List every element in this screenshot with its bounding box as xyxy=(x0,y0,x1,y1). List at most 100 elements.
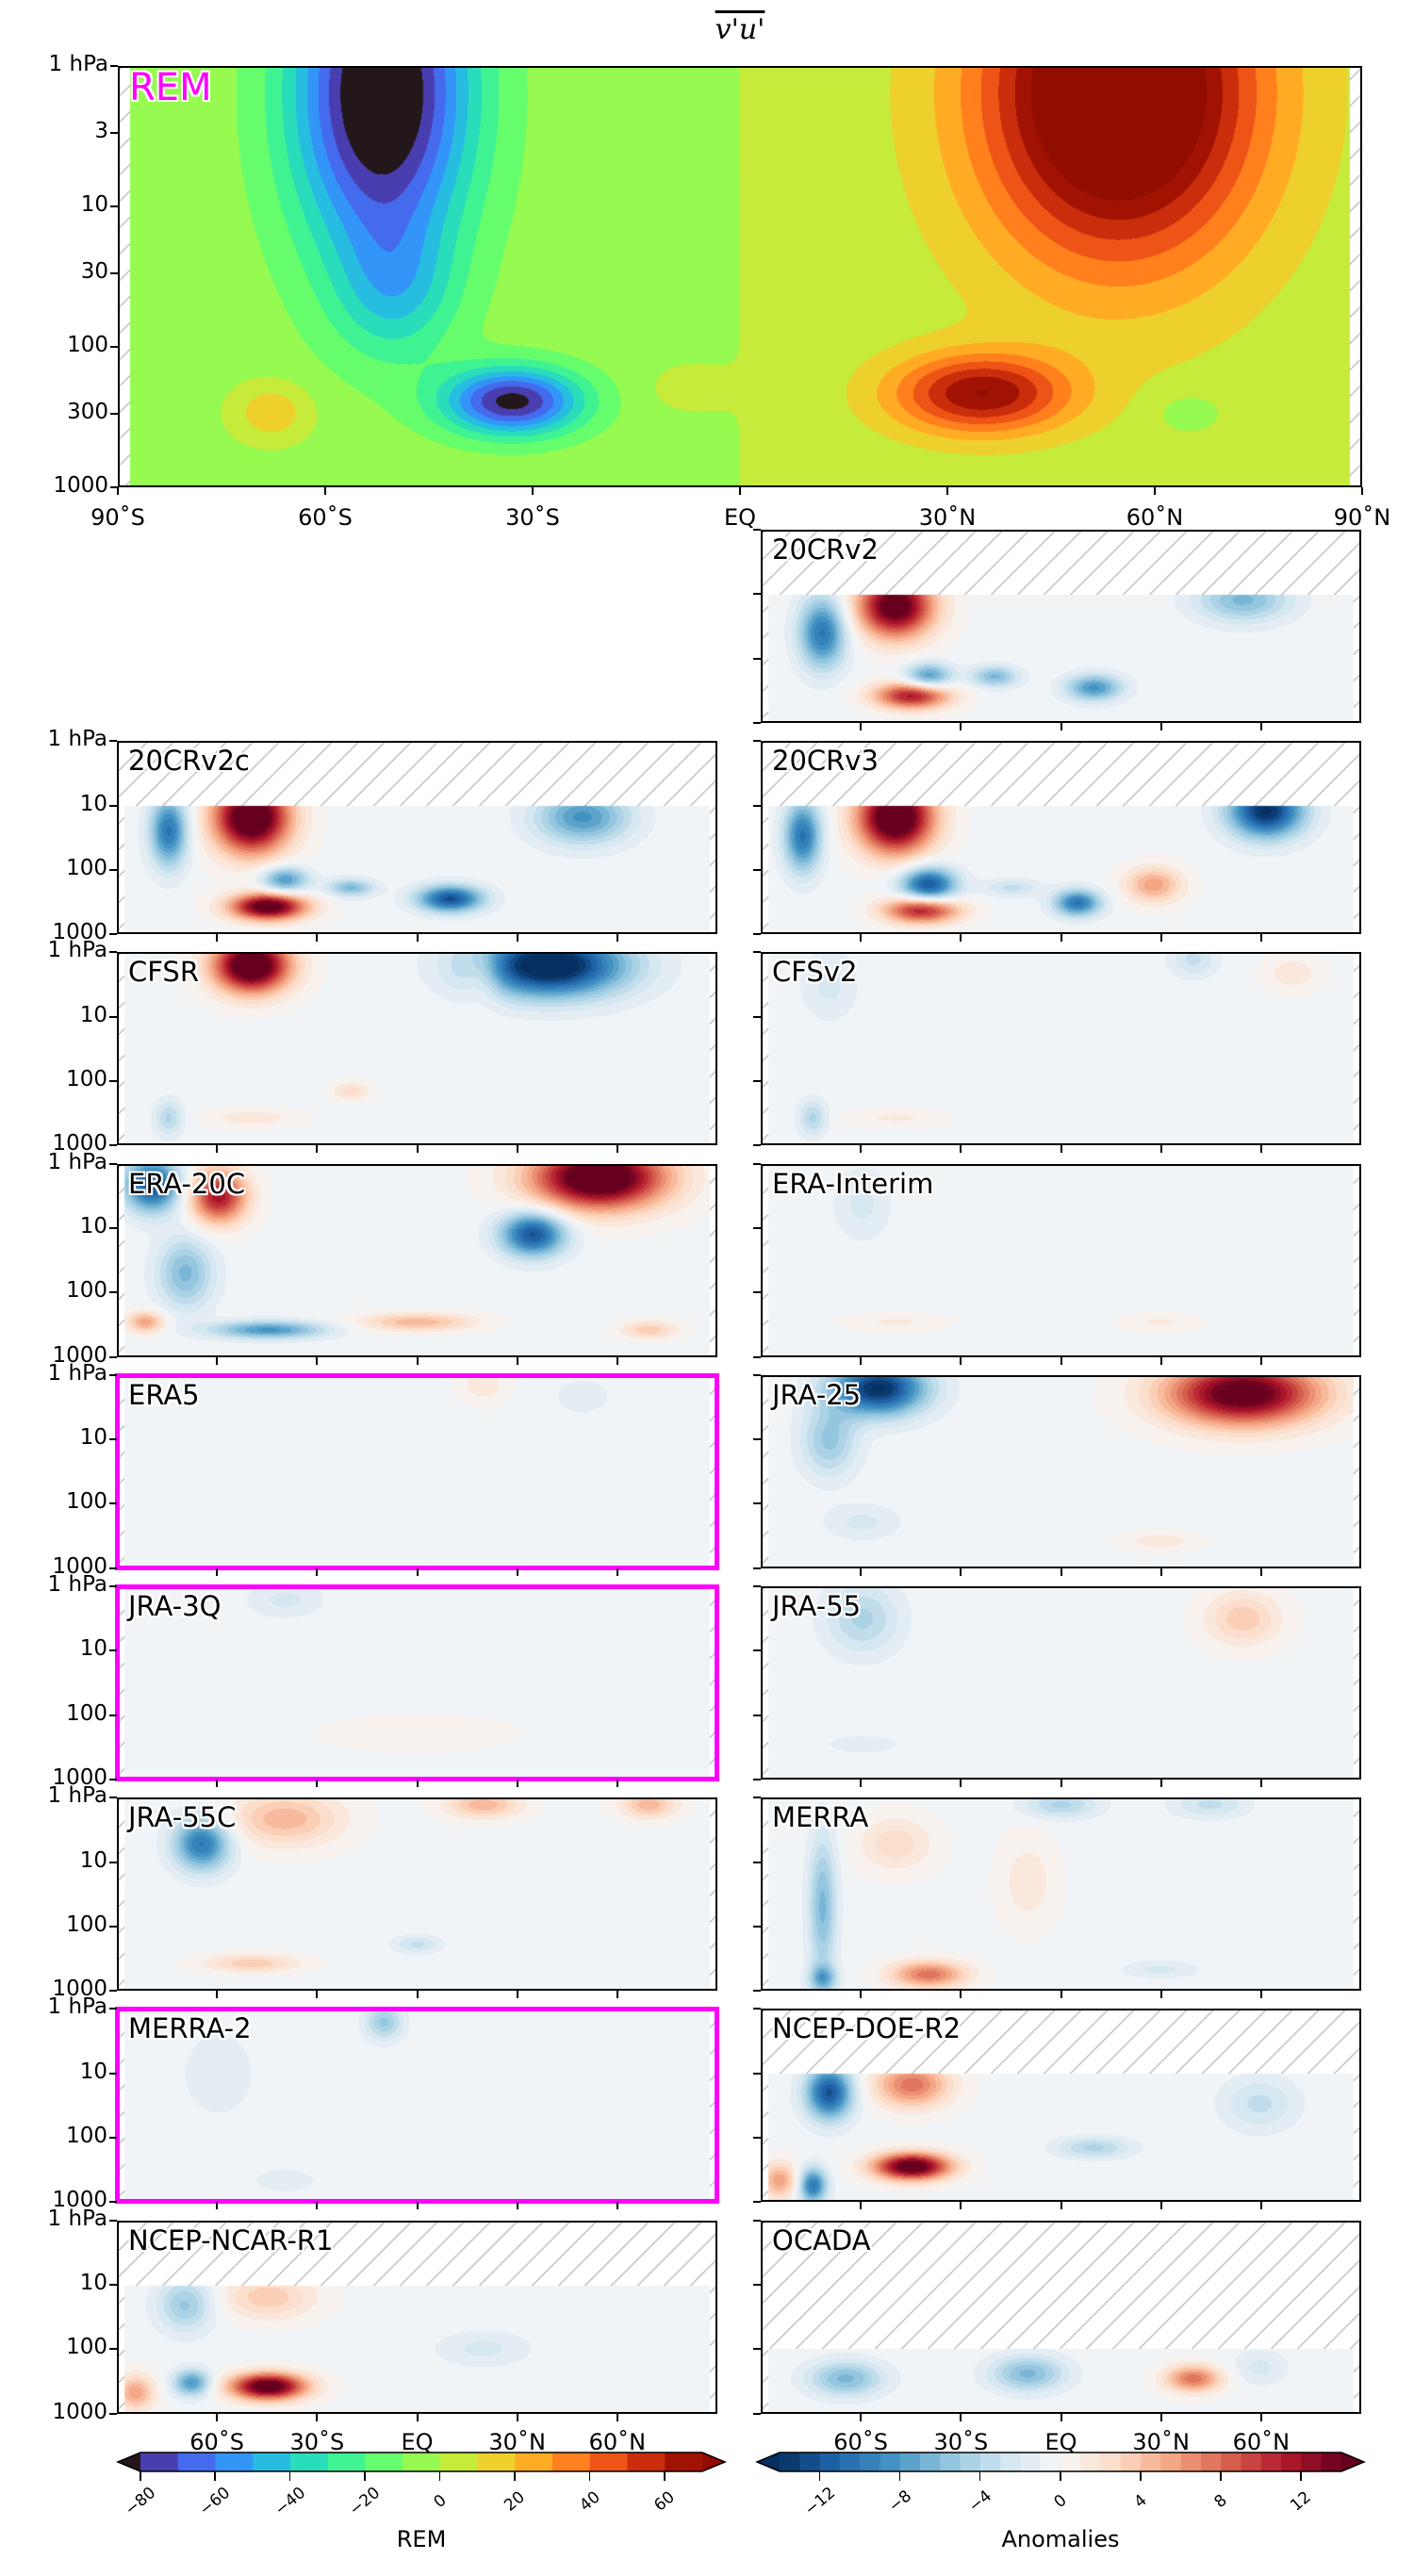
x-tick-mark xyxy=(1060,934,1062,943)
x-tick-mark xyxy=(516,1991,518,1999)
anomaly-contour-field xyxy=(119,2222,715,2412)
panel-jra-55: JRA-55 xyxy=(761,1586,1361,1780)
x-tick-mark xyxy=(860,1145,863,1154)
x-tick-mark xyxy=(416,934,419,943)
colorbar-bin xyxy=(177,2453,217,2471)
y-tick-mark xyxy=(753,1779,761,1780)
x-tick-mark xyxy=(1159,2202,1162,2210)
colorbar-tick-label: −8 xyxy=(884,2486,915,2517)
y-tick-mark xyxy=(109,951,117,954)
y-tick-label: 1000 xyxy=(52,1765,107,1790)
y-tick-label: 100 xyxy=(66,855,107,880)
y-tick-mark xyxy=(109,1714,117,1716)
y-tick-mark xyxy=(753,2348,761,2351)
x-tick-mark xyxy=(416,2202,419,2210)
panel-label: JRA-25 xyxy=(772,1378,862,1411)
colorbar-tick-mark xyxy=(818,2471,821,2481)
anomaly-contour-field xyxy=(763,1588,1359,1778)
y-tick-mark xyxy=(753,1567,761,1569)
y-tick-mark xyxy=(753,1162,761,1165)
y-tick-label: 1 hPa xyxy=(47,1149,107,1174)
colorbar-bin xyxy=(799,2453,821,2471)
colorbar-bin xyxy=(1141,2453,1162,2471)
x-tick-mark xyxy=(1159,1356,1162,1365)
x-tick-mark xyxy=(616,2413,618,2421)
panel-jra-3q: JRA-3Q xyxy=(117,1586,717,1780)
anomaly-contour-field xyxy=(763,1799,1359,1990)
x-tick-mark xyxy=(860,1780,863,1787)
x-tick-mark xyxy=(1159,1780,1162,1787)
y-tick-label: 1 hPa xyxy=(47,938,107,963)
x-tick-mark xyxy=(416,1145,419,1154)
panel-merra-2: MERRA-2 xyxy=(117,2009,717,2203)
y-tick-mark xyxy=(753,740,761,743)
x-tick-mark xyxy=(1361,487,1363,495)
y-tick-mark xyxy=(109,933,117,936)
colorbar-bin xyxy=(327,2453,366,2471)
colorbar-label: Anomalies xyxy=(1001,2526,1120,2552)
x-tick-mark xyxy=(1159,1567,1162,1576)
y-tick-mark xyxy=(109,2072,117,2075)
y-tick-mark xyxy=(110,132,118,135)
anomaly-contour-field xyxy=(763,743,1359,933)
x-tick-mark xyxy=(960,934,962,943)
y-tick-label: 100 xyxy=(66,1278,107,1304)
x-tick-mark xyxy=(1259,1991,1262,1999)
x-tick-mark xyxy=(1159,2413,1162,2421)
x-tick-mark xyxy=(216,2413,219,2421)
figure-title: v'u' xyxy=(715,13,765,46)
y-tick-mark xyxy=(110,413,118,416)
anomaly-contour-field xyxy=(119,1799,715,1990)
colorbar-bin xyxy=(403,2453,441,2471)
y-tick-mark xyxy=(109,1502,117,1505)
x-tick-mark xyxy=(1060,1145,1062,1154)
colorbar-extend-high xyxy=(1341,2453,1364,2471)
y-tick-mark xyxy=(109,1649,117,1652)
colorbar-bin xyxy=(960,2453,981,2471)
colorbar-bin xyxy=(1060,2453,1081,2471)
colorbar-tick-mark xyxy=(140,2471,141,2481)
y-tick-label: 100 xyxy=(66,1700,107,1726)
x-tick-label: 90˚S xyxy=(90,504,145,531)
colorbar-tick-label: −60 xyxy=(196,2483,235,2520)
y-tick-label: 10 xyxy=(80,192,108,217)
rem-panel: REM xyxy=(118,66,1362,487)
x-tick-mark xyxy=(216,1567,219,1576)
x-tick-mark xyxy=(1259,1356,1262,1365)
y-tick-mark xyxy=(109,1797,117,1799)
y-tick-mark xyxy=(753,1438,761,1441)
colorbar-tick-mark xyxy=(978,2471,981,2481)
colorbar-bin xyxy=(515,2453,553,2471)
x-tick-mark xyxy=(1159,934,1162,943)
y-tick-mark xyxy=(753,2008,761,2010)
y-tick-mark xyxy=(753,804,761,807)
y-tick-mark xyxy=(753,593,761,596)
x-tick-label: 30˚S xyxy=(933,2428,989,2455)
y-tick-label: 30 xyxy=(80,259,108,285)
colorbar-bin xyxy=(1241,2453,1262,2471)
panel-label: JRA-3Q xyxy=(128,1590,222,1622)
x-tick-mark xyxy=(960,1145,962,1154)
x-tick-label: 90˚N xyxy=(1333,504,1391,531)
x-tick-mark xyxy=(946,487,948,495)
x-tick-mark xyxy=(516,1780,518,1787)
y-tick-mark xyxy=(110,272,118,275)
panel-label: NCEP-DOE-R2 xyxy=(772,2012,962,2045)
y-tick-mark xyxy=(753,951,761,954)
x-tick-mark xyxy=(1154,487,1156,495)
x-tick-mark xyxy=(1060,1567,1062,1576)
y-tick-label: 1000 xyxy=(52,1553,107,1579)
y-tick-label: 1 hPa xyxy=(48,52,108,76)
colorbar-outline xyxy=(755,2452,1366,2472)
panel-label: OCADA xyxy=(772,2223,871,2256)
colorbar-tick-mark xyxy=(588,2471,591,2481)
colorbar-tick-mark xyxy=(1220,2471,1222,2481)
colorbar-bin xyxy=(880,2453,901,2471)
panel-label: 20CRv2 xyxy=(772,533,879,566)
x-tick-mark xyxy=(1159,1145,1162,1154)
x-tick-mark xyxy=(616,1567,618,1576)
colorbar-bin xyxy=(1180,2453,1202,2471)
anomaly-contour-field xyxy=(119,2010,715,2201)
x-tick-label: 30˚S xyxy=(505,504,560,531)
x-tick-mark xyxy=(316,2413,319,2421)
